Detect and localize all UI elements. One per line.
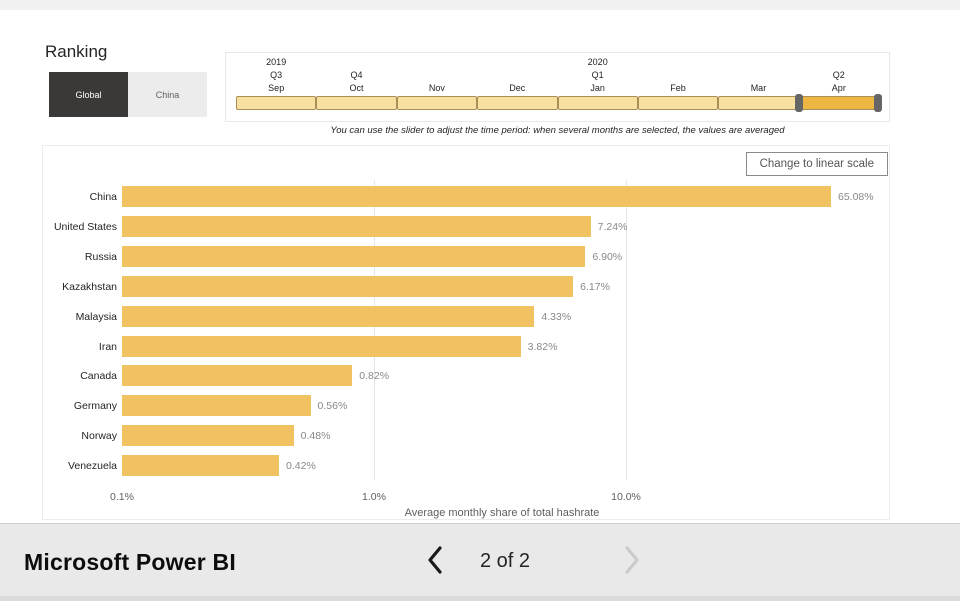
bar-china[interactable] bbox=[122, 186, 831, 207]
bar-kazakhstan[interactable] bbox=[122, 275, 574, 297]
scale-toggle-button[interactable]: Change to linear scale bbox=[745, 152, 888, 176]
value-label-iran: 3.82% bbox=[527, 340, 558, 353]
bar-venezuela[interactable] bbox=[122, 455, 280, 477]
x-axis-tick-label: 10.0% bbox=[611, 491, 641, 503]
bar-united-states[interactable] bbox=[122, 215, 591, 237]
chevron-left-icon bbox=[428, 546, 442, 574]
slider-month-label: Apr bbox=[831, 83, 846, 93]
value-label-norway: 0.48% bbox=[300, 430, 331, 443]
category-label-norway: Norway bbox=[81, 430, 117, 443]
chevron-right-icon bbox=[625, 546, 639, 574]
slider-segment-apr[interactable] bbox=[798, 96, 879, 110]
slider-quarter-label: Q1 bbox=[591, 70, 604, 80]
bottom-bar: Microsoft Power BI 2 of 2 bbox=[0, 523, 960, 601]
next-page-button[interactable] bbox=[622, 544, 642, 576]
category-label-venezuela: Venezuela bbox=[67, 460, 117, 473]
slider-handle-right[interactable] bbox=[874, 94, 882, 112]
x-axis-tick-label: 1.0% bbox=[362, 491, 386, 503]
slider-month-label: Nov bbox=[428, 83, 445, 93]
slider-month-label: Dec bbox=[509, 83, 526, 93]
time-slider-panel: Sep Q3 2019 Oct Q4 Nov Dec Jan Q1 2020 Feb Mar Apr Q2 bbox=[225, 52, 890, 122]
page-title: Ranking bbox=[45, 42, 108, 61]
slider-quarter-label: Q3 bbox=[270, 70, 283, 80]
slider-month-label: Oct bbox=[349, 83, 364, 93]
bar-malaysia[interactable] bbox=[122, 305, 535, 327]
slider-month-label: Mar bbox=[750, 83, 767, 93]
value-label-china: 65.08% bbox=[837, 191, 874, 203]
value-label-venezuela: 0.42% bbox=[286, 460, 316, 473]
slider-month-label: Feb bbox=[670, 83, 686, 93]
value-label-malaysia: 4.33% bbox=[541, 310, 572, 323]
bar-chart: 0.1% 1.0% 10.0% China 65.08% United States 7.2… bbox=[43, 146, 889, 519]
powerbi-brand: Microsoft Power BI bbox=[24, 549, 236, 575]
category-label-canada: Canada bbox=[80, 370, 117, 383]
value-label-germany: 0.56% bbox=[317, 400, 348, 413]
category-label-kazakhstan: Kazakhstan bbox=[62, 280, 117, 293]
view-tabs: Global China bbox=[49, 72, 207, 117]
value-label-kazakhstan: 6.17% bbox=[580, 280, 610, 293]
value-label-russia: 6.90% bbox=[592, 250, 623, 263]
slider-segment-jan[interactable] bbox=[557, 96, 638, 110]
slider-segment-sep[interactable] bbox=[236, 96, 317, 110]
category-label-china: China bbox=[89, 191, 117, 203]
time-slider-labels: Sep Q3 2019 Oct Q4 Nov Dec Jan Q1 2020 Feb Mar Apr Q2 bbox=[236, 53, 879, 95]
slider-quarter-label: Q4 bbox=[350, 70, 363, 80]
gridline bbox=[374, 180, 375, 480]
slider-segment-oct[interactable] bbox=[316, 96, 397, 110]
tab-global[interactable]: Global bbox=[49, 72, 128, 117]
slider-segment-mar[interactable] bbox=[718, 96, 799, 110]
category-label-united-states: United States bbox=[53, 220, 117, 233]
category-label-iran: Iran bbox=[98, 340, 117, 353]
slider-quarter-label: Q2 bbox=[832, 70, 845, 80]
time-slider-track[interactable] bbox=[236, 94, 882, 112]
bar-russia[interactable] bbox=[122, 245, 586, 267]
value-label-united-states: 7.24% bbox=[597, 220, 628, 233]
gridline bbox=[626, 180, 627, 480]
bottom-edge bbox=[0, 596, 960, 601]
prev-page-button[interactable] bbox=[425, 544, 445, 576]
category-label-malaysia: Malaysia bbox=[75, 310, 117, 323]
slider-segment-dec[interactable] bbox=[477, 96, 558, 110]
slider-year-label: 2020 bbox=[587, 57, 608, 67]
bar-norway[interactable] bbox=[122, 425, 294, 447]
bar-germany[interactable] bbox=[122, 395, 311, 417]
tab-china[interactable]: China bbox=[128, 72, 207, 117]
page-indicator: 2 of 2 bbox=[479, 550, 531, 572]
slider-segment-feb[interactable] bbox=[637, 96, 719, 110]
bar-iran[interactable] bbox=[122, 335, 521, 357]
category-label-germany: Germany bbox=[73, 400, 117, 413]
category-label-russia: Russia bbox=[84, 250, 117, 263]
slider-year-label: 2019 bbox=[266, 57, 287, 67]
value-label-canada: 0.82% bbox=[359, 370, 390, 383]
bar-canada[interactable] bbox=[122, 365, 353, 387]
slider-month-label: Sep bbox=[268, 83, 285, 93]
x-axis-title: Average monthly share of total hashrate bbox=[404, 507, 600, 519]
ranking-chart-panel: Change to linear scale 0.1% 1.0% 10.0% Chin… bbox=[42, 145, 890, 520]
slider-segment-nov[interactable] bbox=[396, 96, 478, 110]
top-margin bbox=[0, 0, 960, 10]
slider-caption: You can use the slider to adjust the tim… bbox=[330, 125, 785, 136]
x-axis-tick-label: 0.1% bbox=[110, 491, 134, 503]
slider-handle-left[interactable] bbox=[794, 94, 803, 112]
slider-month-label: Jan bbox=[590, 83, 605, 93]
